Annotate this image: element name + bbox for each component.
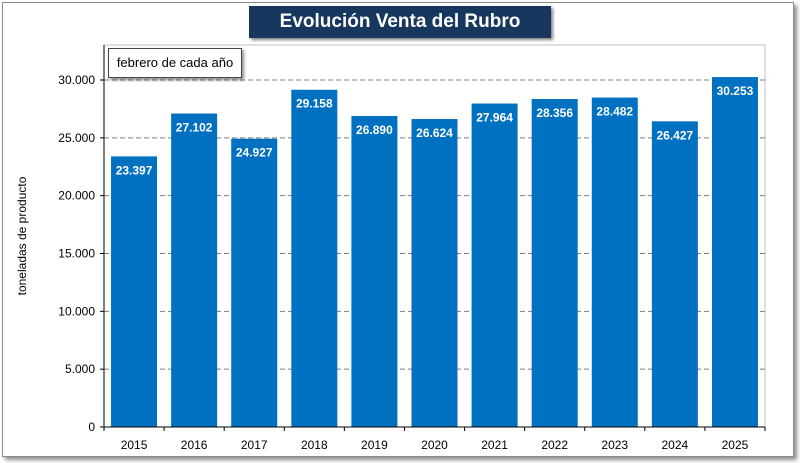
y-tick-label: 25.000 (58, 131, 95, 145)
y-tick-label: 30.000 (58, 73, 95, 87)
data-label-2020: 26.624 (416, 126, 453, 140)
chart-subtitle: febrero de cada año (108, 48, 242, 78)
y-tick-label: 15.000 (58, 247, 95, 261)
x-tick-label: 2017 (241, 438, 268, 452)
bar-2018 (291, 89, 338, 427)
data-label-2024: 26.427 (657, 128, 694, 142)
x-tick-label: 2022 (541, 438, 568, 452)
y-tick-label: 10.000 (58, 304, 95, 318)
value-labels: 23.397 27.102 24.927 29.158 26.890 26.624 27.9… (116, 84, 754, 177)
data-label-2019: 26.890 (356, 123, 393, 137)
y-tick-label: 20.000 (58, 189, 95, 203)
data-label-2022: 28.356 (536, 106, 573, 120)
bar-2019 (351, 115, 398, 427)
bar-2023 (591, 97, 638, 427)
bar-2025 (711, 77, 758, 427)
x-tick-label: 2020 (421, 438, 448, 452)
data-label-2016: 27.102 (176, 121, 213, 135)
x-tick-label: 2021 (481, 438, 508, 452)
chart-title: Evolución Venta del Rubro Quesos (249, 6, 551, 64)
data-label-2025: 30.253 (717, 84, 754, 98)
x-tick-label: 2016 (181, 438, 208, 452)
x-tick-label: 2019 (361, 438, 388, 452)
data-label-2023: 28.482 (596, 105, 633, 119)
data-label-2015: 23.397 (116, 163, 153, 177)
bar-2024 (651, 121, 698, 427)
y-tick-label: 5.000 (65, 362, 95, 376)
data-label-2017: 24.927 (236, 146, 273, 160)
data-label-2018: 29.158 (296, 97, 333, 111)
bars (111, 77, 758, 428)
bar-2017 (231, 138, 278, 427)
x-tick-label: 2018 (301, 438, 328, 452)
x-tick-label: 2025 (722, 438, 749, 452)
bar-2021 (471, 103, 518, 427)
y-tick-label: 0 (88, 420, 95, 434)
x-tick-label: 2015 (121, 438, 148, 452)
x-tick-label: 2023 (601, 438, 628, 452)
bar-2015 (111, 156, 158, 427)
bar-2022 (531, 99, 578, 428)
y-axis-label: toneladas de producto (15, 176, 29, 295)
x-tick-label: 2024 (662, 438, 689, 452)
bar-2016 (171, 113, 218, 427)
axis-ticks: 0 5.000 10.000 15.000 20.000 25.000 30.000 2015… (58, 73, 766, 452)
bar-2020 (411, 119, 458, 427)
data-label-2021: 27.964 (476, 111, 513, 125)
